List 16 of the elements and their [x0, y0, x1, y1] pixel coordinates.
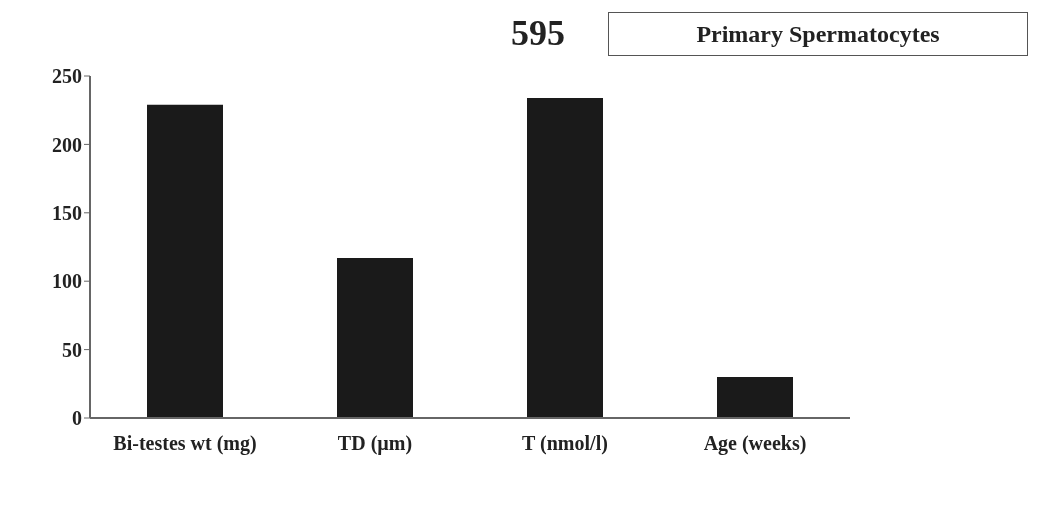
- y-tick-label: 0: [72, 407, 82, 430]
- text: Primary Spermatocytes: [608, 12, 1028, 56]
- x-tick-label: TD (µm): [337, 432, 413, 456]
- x-tick-label: T (nmol/l): [522, 432, 608, 456]
- y-tick-label: 50: [62, 338, 82, 361]
- bar: [717, 376, 793, 418]
- bar: [147, 104, 223, 418]
- y-tick-label: 250: [52, 65, 82, 88]
- chart-title: 595: [510, 12, 566, 54]
- y-tick-label: 200: [52, 133, 82, 156]
- bar: [527, 97, 603, 418]
- x-tick-label: Age (weeks): [703, 432, 807, 456]
- bar: [337, 257, 413, 418]
- x-tick-label: Bi-testes wt (mg): [113, 432, 257, 456]
- y-tick-label: 150: [52, 201, 82, 224]
- y-tick-label: 100: [52, 270, 82, 293]
